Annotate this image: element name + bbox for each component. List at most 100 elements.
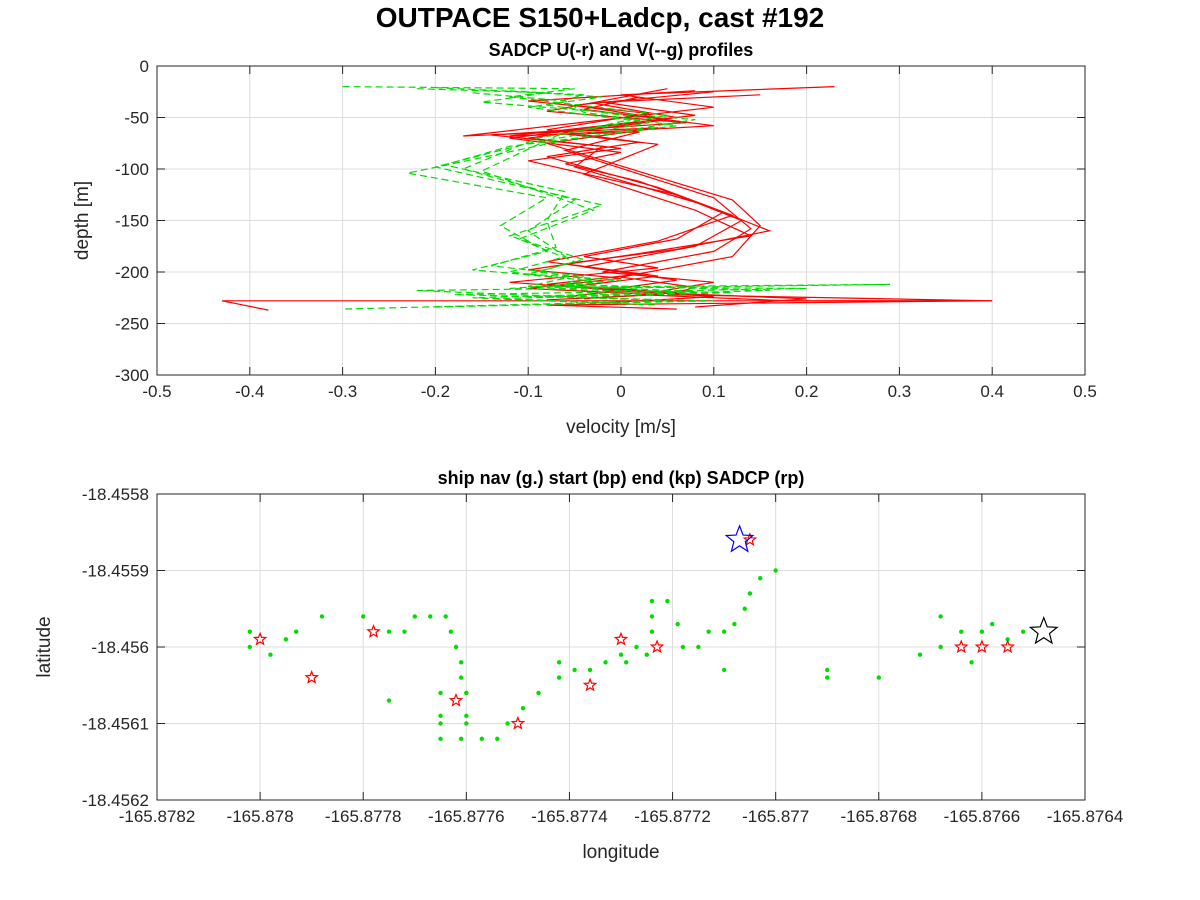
nav-xtick-label: -165.878	[227, 807, 294, 826]
nav-xtick-label: -165.8764	[1047, 807, 1124, 826]
nav-point	[268, 652, 273, 657]
profile-ytick-label: -50	[124, 109, 149, 128]
nav-point	[386, 629, 392, 634]
nav-point	[361, 614, 366, 619]
figure-title: OUTPACE S150+Ladcp, cast #192	[375, 2, 825, 33]
nav-point	[520, 706, 526, 711]
nav-point	[959, 629, 964, 634]
nav-xtick-label: -165.877	[742, 807, 809, 826]
nav-point	[443, 614, 448, 619]
nav-point	[572, 667, 577, 673]
nav-point	[747, 591, 753, 596]
nav-xtick-label: -165.8768	[840, 807, 917, 826]
profile-ytick-label: 0	[140, 57, 149, 76]
sadcp-star	[613, 631, 629, 646]
nav-point	[587, 667, 593, 673]
nav-point	[505, 721, 510, 726]
nav-point	[721, 629, 727, 634]
profile-ytick-label: -150	[115, 212, 149, 231]
nav-xtick-label: -165.8774	[531, 807, 608, 826]
sadcp-star	[582, 677, 598, 692]
nav-ytick-label: -18.4562	[82, 791, 149, 810]
nav-point	[623, 660, 629, 665]
nav-point	[665, 598, 670, 604]
nav-point	[680, 644, 686, 650]
nav-point	[412, 614, 417, 619]
start-star	[724, 524, 755, 553]
profile-xtick-label: 0	[616, 382, 625, 401]
nav-point	[402, 629, 407, 634]
nav-markers	[247, 524, 1059, 741]
nav-point	[721, 667, 727, 673]
nav-point	[458, 736, 464, 741]
profile-ylabel: depth [m]	[72, 181, 93, 260]
nav-xtick-label: -165.8776	[428, 807, 505, 826]
profile-xtick-label: -0.2	[421, 382, 450, 401]
nav-point	[675, 621, 680, 627]
profile-xtick-label: 0.1	[702, 382, 726, 401]
nav-point	[438, 690, 443, 696]
nav-point	[438, 736, 443, 741]
nav-point	[742, 606, 747, 611]
nav-point	[438, 721, 443, 726]
nav-xtick-label: -165.8766	[944, 807, 1021, 826]
nav-ylabel: latitude	[34, 616, 55, 677]
nav-point	[536, 690, 541, 696]
nav-point	[464, 690, 469, 696]
u-profile-line	[509, 94, 993, 310]
nav-point	[464, 713, 469, 719]
nav-point	[438, 713, 443, 719]
v-profile-line	[407, 88, 807, 308]
nav-ytick-label: -18.456	[91, 638, 149, 657]
sadcp-star	[252, 631, 268, 646]
nav-point	[1005, 637, 1010, 642]
nav-point	[696, 644, 701, 650]
nav-point	[649, 598, 655, 604]
sadcp-star	[448, 692, 464, 707]
nav-point	[386, 698, 392, 703]
sadcp-star	[304, 669, 319, 684]
profile-xtick-label: 0.3	[888, 382, 912, 401]
profile-xtick-label: 0.2	[795, 382, 819, 401]
nav-point	[458, 675, 464, 680]
nav-point	[773, 568, 778, 573]
nav-point	[1020, 629, 1026, 634]
profile-xtick-label: 0.5	[1073, 382, 1097, 401]
nav-point	[618, 652, 624, 657]
nav-xtick-label: -165.8778	[325, 807, 402, 826]
sadcp-star	[649, 639, 665, 654]
nav-point	[825, 667, 830, 673]
nav-point	[938, 644, 943, 650]
nav-point	[706, 629, 711, 634]
nav-point	[453, 644, 459, 650]
profile-xtick-label: -0.5	[142, 382, 171, 401]
nav-point	[825, 675, 830, 680]
nav-point	[969, 660, 974, 665]
nav-point	[458, 660, 464, 665]
nav-point	[479, 736, 484, 741]
nav-point	[649, 629, 655, 634]
nav-point	[917, 652, 923, 657]
profile-xtick-label: -0.1	[514, 382, 543, 401]
nav-point	[634, 644, 639, 650]
profile-ytick-label: -100	[115, 160, 149, 179]
end-star	[1028, 616, 1059, 645]
ship-nav-plot: -165.8782 -165.878 -165.8778 -165.8776 -165.…	[34, 468, 1123, 863]
nav-point	[603, 660, 608, 665]
profile-xtick-label: 0.4	[980, 382, 1004, 401]
nav-point	[556, 660, 562, 665]
nav-point	[495, 736, 500, 741]
nav-point	[644, 652, 649, 657]
v-profile-line	[342, 86, 891, 310]
nav-point	[649, 614, 655, 619]
nav-point	[247, 644, 252, 650]
sadcp-star	[974, 639, 990, 654]
profile-xtick-label: -0.3	[328, 382, 357, 401]
nav-point	[247, 629, 252, 634]
profile-ytick-label: -250	[115, 315, 149, 334]
u-profile-line	[491, 88, 772, 304]
nav-point	[990, 621, 995, 627]
profile-ytick-label: -300	[115, 366, 149, 385]
sadcp-star	[366, 624, 381, 638]
